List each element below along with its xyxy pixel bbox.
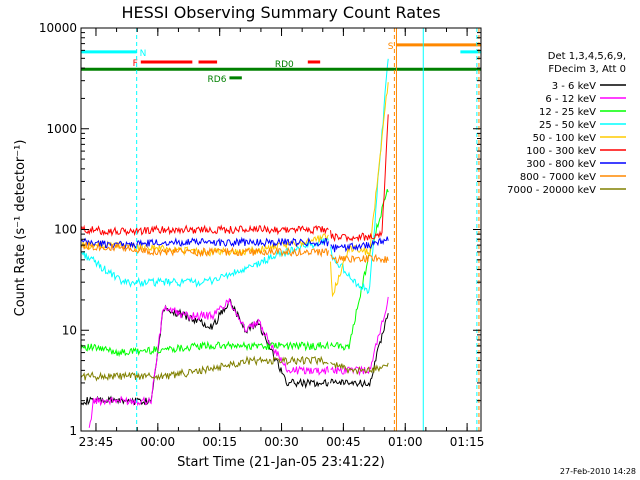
- legend-label: 12 - 25 keV: [539, 107, 596, 118]
- x-tick-label: 01:00: [388, 435, 423, 449]
- legend-header: Det 1,3,4,5,6,9,: [548, 51, 626, 62]
- legend-label: 100 - 300 keV: [526, 146, 596, 157]
- series-line-7000-20000-part2: [330, 361, 389, 375]
- series-line-300-800-part2: [330, 236, 389, 253]
- x-tick-label: 00:30: [264, 435, 299, 449]
- x-tick-label: 23:45: [79, 435, 114, 449]
- legend-label: 50 - 100 keV: [533, 133, 597, 144]
- x-tick-label: 00:15: [202, 435, 237, 449]
- x-tick-label: 00:00: [141, 435, 176, 449]
- y-tick-label: 10: [62, 323, 77, 337]
- flag-label-s: S: [388, 42, 394, 52]
- legend-label: 6 - 12 keV: [545, 94, 596, 105]
- x-tick-label: 00:45: [326, 435, 361, 449]
- legend-label: 25 - 50 keV: [539, 120, 596, 131]
- legend: Det 1,3,4,5,6,9, FDecim 3, Att 0 3 - 6 keV…: [507, 51, 626, 196]
- y-tick-label: 1000: [46, 122, 77, 136]
- timestamp: 27-Feb-2010 14:28: [560, 467, 636, 476]
- legend-label: 800 - 7000 keV: [520, 172, 596, 183]
- series-line-25-50: [80, 236, 329, 288]
- legend-label: 300 - 800 keV: [526, 159, 596, 170]
- y-tick-label: 1: [69, 424, 77, 438]
- legend-label: 3 - 6 keV: [552, 81, 596, 92]
- series-line-6-12: [88, 298, 329, 428]
- series-line-3-6: [80, 298, 329, 406]
- series-line-12-25: [80, 340, 329, 358]
- series-line-12-25-part2: [330, 189, 389, 351]
- series-line-7000-20000: [80, 355, 329, 382]
- series-line-800-7000-part2: [330, 253, 389, 264]
- x-tick-label: 01:15: [450, 435, 485, 449]
- series-lines: [80, 58, 389, 428]
- flag-label-rd0: RD0: [275, 60, 294, 70]
- flag-label-n: N: [140, 49, 147, 59]
- series-line-100-300-part2: [330, 114, 389, 243]
- flag-label-f: F: [133, 59, 138, 69]
- status-flags: NF RD0 RD6 S: [81, 42, 481, 85]
- legend-label: 7000 - 20000 keV: [507, 185, 596, 196]
- x-axis-label: Start Time (21-Jan-05 23:41:22): [177, 455, 385, 470]
- series-line-3-6-part2: [330, 313, 389, 388]
- y-axis-label: Count Rate (s⁻¹ detector⁻¹): [13, 140, 28, 317]
- series-line-6-12-part2: [330, 296, 389, 377]
- series-line-100-300: [80, 224, 329, 237]
- legend-header: FDecim 3, Att 0: [548, 64, 626, 75]
- chart-title: HESSI Observing Summary Count Rates: [121, 3, 440, 22]
- y-tick-label: 10000: [39, 21, 77, 35]
- series-line-800-7000: [80, 241, 329, 258]
- series-line-50-100-part2: [330, 82, 389, 298]
- axes: 1 10 100 1000 10000 23:45 00:00 00:15 00:30 00:45…: [39, 21, 485, 449]
- y-tick-label: 100: [54, 223, 77, 237]
- flag-label-rd6: RD6: [208, 75, 227, 85]
